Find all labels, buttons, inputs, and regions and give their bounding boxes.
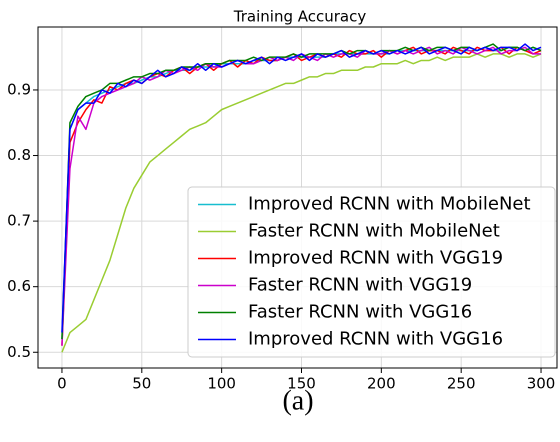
series-line [61,53,542,353]
legend-box [187,186,556,358]
y-tick-label: 0.8 [7,146,31,164]
x-tick-label: 150 [287,375,316,393]
y-tick-label: 0.7 [7,212,31,230]
series-line [61,43,542,333]
legend-label: Faster RCNN with MobileNet [248,221,500,242]
y-tick-label: 0.5 [7,343,31,361]
chart-title: Training Accuracy [233,8,367,26]
x-tick-label: 200 [367,375,396,393]
y-tick-label: 0.6 [7,277,31,295]
legend-label: Improved RCNN with VGG19 [248,248,503,269]
series-line [61,43,542,340]
x-tick-label: 0 [57,375,67,393]
x-tick-label: 250 [447,375,476,393]
legend-label: Improved RCNN with VGG16 [248,329,503,350]
legend-label: Faster RCNN with VGG16 [248,302,472,323]
x-tick-label: 300 [527,375,556,393]
plot-frame [37,26,558,369]
x-tick-label: 100 [207,375,236,393]
legend: Improved RCNN with MobileNet Faster RCNN … [187,186,556,358]
caption: (a) [282,385,313,416]
legend-label: Faster RCNN with VGG19 [248,275,472,296]
legend-label: Improved RCNN with MobileNet [248,194,531,215]
x-tick-label: 50 [132,375,151,393]
y-tick-label: 0.9 [7,80,31,98]
